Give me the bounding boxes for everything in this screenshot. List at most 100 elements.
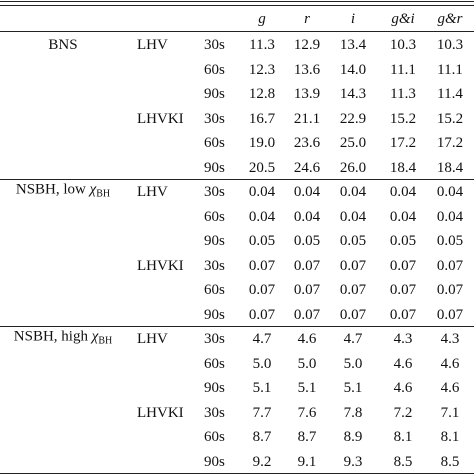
time-label: 90s [204, 159, 225, 176]
time-label: 30s [204, 257, 225, 274]
value-cell: 0.07 [436, 282, 464, 298]
value-cell: 0.05 [389, 233, 417, 249]
time-label: 90s [204, 86, 225, 102]
value-cell: 0.04 [248, 184, 276, 200]
group-rule [0, 326, 474, 327]
value-cell: 5.1 [252, 380, 272, 396]
value-cell: 8.5 [393, 453, 413, 470]
value-cell: 0.05 [248, 233, 276, 249]
value-cell: 15.2 [436, 110, 464, 127]
value-cell: 5.1 [297, 380, 317, 396]
value-cell: 11.3 [390, 86, 416, 102]
value-cell: 8.9 [343, 429, 363, 445]
network-label: LHV [137, 331, 168, 347]
value-cell: 13.6 [293, 61, 321, 78]
value-cell: 24.6 [293, 159, 321, 176]
top-rule [0, 1, 474, 2]
value-cell: 12.8 [248, 86, 276, 102]
group-subscript: BH [98, 335, 113, 347]
value-cell: 8.1 [440, 429, 460, 445]
value-cell: 8.1 [393, 429, 413, 445]
value-cell: 11.1 [437, 61, 463, 78]
value-cell: 14.0 [339, 61, 367, 78]
value-cell: 16.7 [248, 110, 276, 127]
time-label: 60s [204, 355, 225, 372]
value-cell: 21.1 [293, 110, 321, 127]
value-cell: 4.7 [343, 331, 363, 347]
time-label: 60s [204, 61, 225, 78]
value-cell: 9.3 [343, 453, 363, 470]
value-cell: 0.04 [389, 208, 417, 225]
time-label: 60s [204, 429, 225, 445]
value-cell: 0.04 [248, 208, 276, 225]
value-cell: 17.2 [389, 135, 417, 151]
value-cell: 11.4 [437, 86, 463, 102]
value-cell: 4.6 [393, 380, 413, 396]
column-header: g&r [437, 11, 463, 27]
value-cell: 5.0 [343, 355, 363, 372]
value-cell: 4.3 [440, 331, 460, 347]
top-rule [0, 5, 474, 6]
group-symbol: χ [91, 328, 99, 345]
network-label: LHV [137, 184, 168, 200]
value-cell: 0.04 [293, 208, 321, 225]
time-label: 30s [204, 404, 225, 421]
group-symbol: χ [89, 181, 97, 198]
value-cell: 11.1 [390, 61, 416, 78]
value-cell: 10.3 [389, 37, 417, 53]
value-cell: 5.0 [252, 355, 272, 372]
value-cell: 4.3 [393, 331, 413, 347]
value-cell: 5.1 [343, 380, 363, 396]
network-label: LHV [137, 37, 168, 53]
time-label: 30s [204, 37, 225, 53]
network-label: LHVKI [137, 404, 184, 421]
value-cell: 0.07 [389, 257, 417, 274]
time-label: 60s [204, 135, 225, 151]
value-cell: 0.07 [339, 282, 367, 298]
value-cell: 8.7 [252, 429, 272, 445]
value-cell: 15.2 [389, 110, 417, 127]
group-text: NSBH, high [13, 328, 92, 345]
network-label: LHVKI [137, 257, 184, 274]
value-cell: 17.2 [436, 135, 464, 151]
time-label: 90s [204, 453, 225, 470]
time-label: 60s [204, 282, 225, 298]
value-cell: 0.07 [248, 282, 276, 298]
time-label: 90s [204, 380, 225, 396]
time-label: 60s [204, 208, 225, 225]
value-cell: 9.1 [297, 453, 317, 470]
value-cell: 0.05 [436, 233, 464, 249]
value-cell: 4.6 [297, 331, 317, 347]
value-cell: 0.04 [389, 184, 417, 200]
value-cell: 0.04 [339, 184, 367, 200]
value-cell: 12.3 [248, 61, 276, 78]
value-cell: 13.9 [293, 86, 321, 102]
column-header: i [350, 11, 356, 27]
value-cell: 7.8 [343, 404, 363, 421]
time-label: 90s [204, 233, 225, 249]
network-label: LHVKI [137, 110, 184, 127]
value-cell: 0.07 [248, 306, 276, 323]
column-header: r [304, 11, 310, 27]
time-label: 30s [204, 331, 225, 347]
column-header: g&i [391, 11, 415, 27]
header-rule [0, 31, 474, 32]
value-cell: 0.05 [293, 233, 321, 249]
value-cell: 18.4 [436, 159, 464, 176]
value-cell: 5.0 [297, 355, 317, 372]
value-cell: 0.04 [339, 208, 367, 225]
value-cell: 0.07 [339, 306, 367, 323]
value-cell: 12.9 [293, 37, 321, 53]
value-cell: 10.3 [436, 37, 464, 53]
value-cell: 0.07 [389, 282, 417, 298]
value-cell: 4.6 [440, 380, 460, 396]
value-cell: 22.9 [339, 110, 367, 127]
value-cell: 0.07 [436, 306, 464, 323]
value-cell: 7.2 [393, 404, 413, 421]
group-rule [0, 179, 474, 180]
value-cell: 7.6 [297, 404, 317, 421]
value-cell: 20.5 [248, 159, 276, 176]
value-cell: 0.07 [293, 257, 321, 274]
value-cell: 4.7 [252, 331, 272, 347]
value-cell: 14.3 [339, 86, 367, 102]
